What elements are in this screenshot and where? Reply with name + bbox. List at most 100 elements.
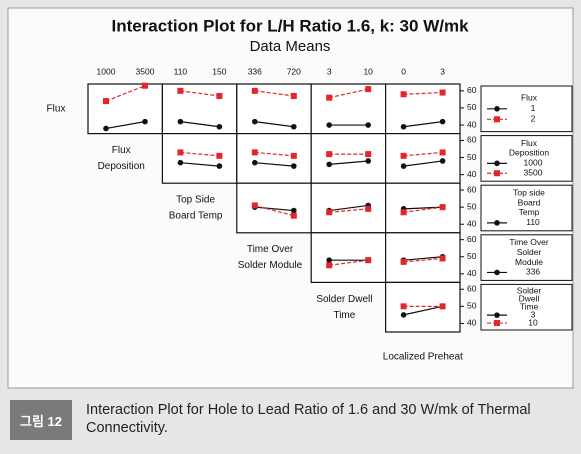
factor-label: Time <box>333 310 355 321</box>
panel <box>385 232 461 284</box>
y-tick-label: 60 <box>467 234 477 244</box>
legend-title: Board <box>518 197 541 207</box>
interaction-line <box>254 90 294 97</box>
point <box>400 163 407 169</box>
interaction-line <box>180 162 220 167</box>
point <box>291 123 297 130</box>
panel <box>310 232 387 284</box>
legend-marker <box>494 160 500 167</box>
point <box>142 118 148 125</box>
panel <box>236 182 312 234</box>
interaction-line <box>403 256 443 261</box>
x-tick-label: 336 <box>248 66 262 76</box>
point <box>439 204 446 211</box>
legend-title: Dwell <box>519 294 540 304</box>
y-tick-label: 60 <box>467 135 477 145</box>
point <box>326 94 333 101</box>
panel <box>161 133 238 184</box>
point <box>365 257 372 264</box>
interaction-line <box>254 204 294 217</box>
panel <box>236 83 312 135</box>
panel <box>161 83 238 135</box>
legend-title: Temp <box>519 207 540 217</box>
interaction-line <box>329 160 369 165</box>
caption-badge: 그림 12 <box>10 400 72 440</box>
point <box>365 122 372 128</box>
y-tick-label: 40 <box>467 169 477 179</box>
point <box>251 202 258 209</box>
x-tick-label: 720 <box>287 66 301 76</box>
caption-text: Interaction Plot for Hole to Lead Ratio … <box>86 402 531 436</box>
point <box>400 123 407 130</box>
point <box>400 209 407 216</box>
point <box>291 207 297 214</box>
legend-title: Top side <box>513 187 545 197</box>
interaction-line <box>329 88 369 99</box>
point <box>326 257 333 263</box>
panel <box>310 133 387 184</box>
point <box>216 163 223 169</box>
legend-title: Time <box>520 301 539 311</box>
point <box>439 303 446 310</box>
point <box>216 92 223 99</box>
factor-label: Localized Preheat <box>383 352 463 363</box>
point <box>439 118 446 125</box>
y-tick-label: 40 <box>467 268 477 278</box>
interaction-line <box>329 204 369 212</box>
interaction-line <box>254 121 294 128</box>
interaction-line <box>403 206 443 213</box>
point <box>251 87 258 94</box>
legend-marker <box>494 220 500 226</box>
x-tick-label: 10 <box>363 66 373 76</box>
y-tick-label: 60 <box>467 85 477 95</box>
point <box>439 89 446 96</box>
legend-title: Module <box>515 257 543 267</box>
legend-marker <box>494 170 500 177</box>
point <box>326 209 333 216</box>
point <box>290 92 297 99</box>
legend-marker <box>494 312 500 318</box>
legend-marker <box>494 116 500 123</box>
interaction-line <box>403 257 443 263</box>
factor-label: Flux <box>47 103 66 114</box>
factor-label: Flux <box>112 145 131 156</box>
point <box>400 258 407 265</box>
caption: 그림 12 Interaction Plot for Hole to Lead … <box>8 394 573 448</box>
point <box>326 161 333 168</box>
interaction-line <box>403 160 443 167</box>
y-tick-label: 50 <box>467 102 477 112</box>
legend-title: Solder <box>517 286 542 296</box>
point <box>400 91 407 98</box>
chart-subtitle: Data Means <box>250 38 331 55</box>
interaction-line <box>105 121 146 130</box>
panel <box>385 281 461 333</box>
point <box>439 158 446 164</box>
chart-title: Interaction Plot for L/H Ratio 1.6, k: 3… <box>111 16 469 35</box>
point <box>365 86 372 93</box>
point <box>439 255 446 262</box>
panel <box>385 83 461 135</box>
interaction-line <box>105 85 146 102</box>
legend-label: 1 <box>531 103 536 113</box>
interaction-line <box>180 121 220 128</box>
legend-marker <box>494 106 500 112</box>
point <box>252 159 258 166</box>
point <box>400 312 407 318</box>
x-tick-label: 0 <box>401 66 406 76</box>
point <box>251 149 258 156</box>
point <box>365 158 372 164</box>
interaction-line <box>254 162 294 167</box>
interaction-line <box>403 91 443 95</box>
panel <box>236 133 312 184</box>
factor-label: Solder Dwell <box>316 294 372 305</box>
interaction-line <box>403 151 443 157</box>
point <box>365 205 372 212</box>
y-tick-label: 40 <box>467 119 477 129</box>
point <box>142 82 148 89</box>
point <box>326 262 333 269</box>
point <box>290 152 297 159</box>
point <box>103 98 109 105</box>
point <box>177 118 184 125</box>
interaction-line <box>329 259 369 266</box>
